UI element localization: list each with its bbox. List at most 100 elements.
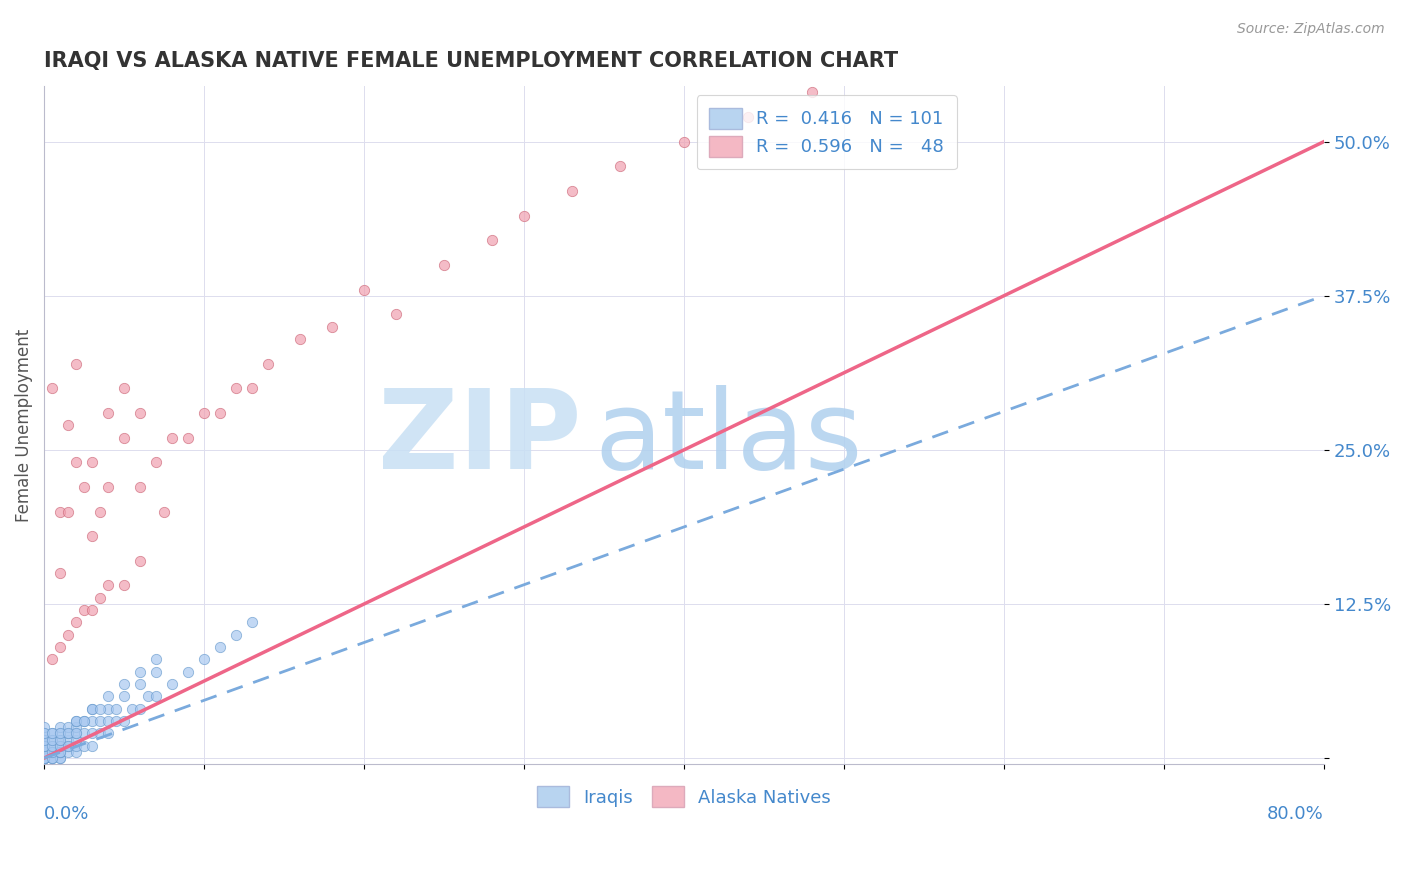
Point [41,739,63,753]
Point [32,745,55,759]
Point [49,726,72,740]
Point [49,745,72,759]
Point [129,406,152,420]
Point [97,578,120,592]
Point [513,209,536,223]
Point [193,652,215,666]
Point [65,726,87,740]
Point [177,665,200,679]
Point [65,726,87,740]
Point [73,714,96,728]
Point [129,665,152,679]
Point [73,480,96,494]
Point [49,726,72,740]
Point [89,504,111,518]
Point [49,739,72,753]
Point [49,739,72,753]
Point [209,406,232,420]
Point [65,714,87,728]
Point [129,480,152,494]
Point [32,732,55,747]
Point [209,640,232,654]
Point [160,431,183,445]
Point [160,677,183,691]
Point [41,751,63,765]
Point [73,739,96,753]
Point [82,455,104,469]
Point [65,455,87,469]
Point [32,751,55,765]
Point [56,720,79,734]
Point [32,751,55,765]
Point [49,732,72,747]
Text: atlas: atlas [595,385,863,492]
Point [97,480,120,494]
Point [49,732,72,747]
Text: ZIP: ZIP [378,385,582,492]
Point [257,357,280,371]
Point [321,319,343,334]
Point [41,726,63,740]
Point [97,714,120,728]
Point [56,418,79,433]
Legend: Iraqis, Alaska Natives: Iraqis, Alaska Natives [527,777,841,816]
Point [56,745,79,759]
Point [32,745,55,759]
Point [353,283,375,297]
Point [145,455,167,469]
Point [89,726,111,740]
Point [145,665,167,679]
Point [32,732,55,747]
Point [65,615,87,630]
Point [32,726,55,740]
Point [41,745,63,759]
Point [32,720,55,734]
Point [65,732,87,747]
Point [65,357,87,371]
Point [32,751,55,765]
Point [225,628,247,642]
Point [41,745,63,759]
Point [97,726,120,740]
Text: Source: ZipAtlas.com: Source: ZipAtlas.com [1237,22,1385,37]
Point [225,381,247,395]
Point [41,745,63,759]
Point [49,751,72,765]
Point [433,258,456,272]
Point [56,504,79,518]
Text: IRAQI VS ALASKA NATIVE FEMALE UNEMPLOYMENT CORRELATION CHART: IRAQI VS ALASKA NATIVE FEMALE UNEMPLOYME… [44,51,898,70]
Point [240,381,263,395]
Point [32,726,55,740]
Point [49,751,72,765]
Point [82,702,104,716]
Point [89,714,111,728]
Y-axis label: Female Unemployment: Female Unemployment [15,328,32,522]
Point [121,702,143,716]
Point [32,739,55,753]
Point [385,307,408,321]
Point [32,751,55,765]
Point [82,739,104,753]
Point [136,690,159,704]
Point [801,85,824,99]
Point [49,745,72,759]
Point [89,591,111,605]
Point [105,714,128,728]
Point [32,739,55,753]
Point [32,751,55,765]
Point [97,406,120,420]
Point [49,566,72,581]
Point [65,745,87,759]
Point [561,184,583,198]
Point [32,751,55,765]
Point [145,652,167,666]
Point [112,381,135,395]
Point [153,504,176,518]
Point [65,714,87,728]
Point [32,739,55,753]
Point [56,628,79,642]
Point [112,714,135,728]
Point [609,159,631,173]
Point [112,578,135,592]
Text: 80.0%: 80.0% [1267,805,1324,823]
